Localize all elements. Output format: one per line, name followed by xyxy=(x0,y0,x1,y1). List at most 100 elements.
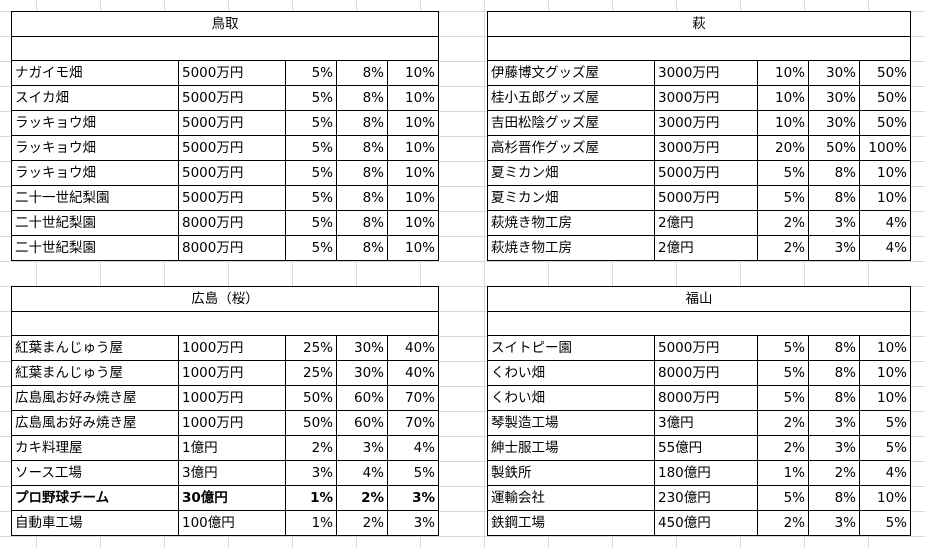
rate-1-cell[interactable]: 5% xyxy=(285,235,337,261)
rate-2-cell[interactable]: 2% xyxy=(808,460,860,486)
rate-1-cell[interactable]: 5% xyxy=(757,485,809,511)
name-cell[interactable]: 運輸会社 xyxy=(487,485,655,511)
rate-1-cell[interactable]: 50% xyxy=(285,410,337,436)
rate-1-cell[interactable]: 5% xyxy=(285,160,337,186)
rate-1-cell[interactable]: 10% xyxy=(757,60,809,86)
price-cell[interactable]: 100億円 xyxy=(178,510,286,536)
name-cell[interactable]: 夏ミカン畑 xyxy=(487,185,655,211)
rate-3-cell[interactable]: 5% xyxy=(387,460,439,486)
rate-1-cell[interactable]: 20% xyxy=(757,135,809,161)
name-cell[interactable]: ラッキョウ畑 xyxy=(11,135,179,161)
name-cell[interactable]: 桂小五郎グッズ屋 xyxy=(487,85,655,111)
rate-2-cell[interactable]: 30% xyxy=(336,360,388,386)
name-cell[interactable]: 自動車工場 xyxy=(11,510,179,536)
block-title[interactable]: 萩 xyxy=(487,11,911,37)
rate-3-cell[interactable]: 40% xyxy=(387,360,439,386)
rate-2-cell[interactable]: 3% xyxy=(808,435,860,461)
name-cell[interactable]: くわい畑 xyxy=(487,360,655,386)
rate-1-cell[interactable]: 3% xyxy=(285,460,337,486)
rate-3-cell[interactable]: 70% xyxy=(387,385,439,411)
rate-3-cell[interactable]: 100% xyxy=(859,135,911,161)
price-cell[interactable]: 1000万円 xyxy=(178,360,286,386)
name-cell[interactable]: 二十世紀梨園 xyxy=(11,210,179,236)
price-cell[interactable]: 8000万円 xyxy=(654,360,758,386)
name-cell[interactable]: 夏ミカン畑 xyxy=(487,160,655,186)
rate-2-cell[interactable]: 50% xyxy=(808,135,860,161)
rate-3-cell[interactable]: 4% xyxy=(859,235,911,261)
rate-1-cell[interactable]: 5% xyxy=(757,160,809,186)
rate-3-cell[interactable]: 10% xyxy=(387,185,439,211)
rate-3-cell[interactable]: 4% xyxy=(859,210,911,236)
price-cell[interactable]: 5000万円 xyxy=(178,160,286,186)
rate-3-cell[interactable]: 4% xyxy=(387,435,439,461)
rate-2-cell[interactable]: 30% xyxy=(808,85,860,111)
rate-2-cell[interactable]: 8% xyxy=(336,160,388,186)
rate-3-cell[interactable]: 10% xyxy=(859,360,911,386)
block-title[interactable]: 広島（桜） xyxy=(11,286,439,312)
rate-1-cell[interactable]: 2% xyxy=(757,510,809,536)
rate-1-cell[interactable]: 2% xyxy=(757,235,809,261)
rate-3-cell[interactable]: 70% xyxy=(387,410,439,436)
rate-2-cell[interactable]: 8% xyxy=(336,210,388,236)
name-cell[interactable]: 伊藤博文グッズ屋 xyxy=(487,60,655,86)
rate-2-cell[interactable]: 30% xyxy=(808,110,860,136)
name-cell[interactable]: 高杉晋作グッズ屋 xyxy=(487,135,655,161)
name-cell[interactable]: 吉田松陰グッズ屋 xyxy=(487,110,655,136)
name-cell[interactable]: スイトピー園 xyxy=(487,335,655,361)
rate-1-cell[interactable]: 25% xyxy=(285,360,337,386)
name-cell[interactable]: プロ野球チーム xyxy=(11,485,179,511)
rate-2-cell[interactable]: 3% xyxy=(808,210,860,236)
name-cell[interactable]: ソース工場 xyxy=(11,460,179,486)
rate-1-cell[interactable]: 5% xyxy=(285,60,337,86)
rate-1-cell[interactable]: 5% xyxy=(757,385,809,411)
empty-cell[interactable] xyxy=(487,36,911,61)
price-cell[interactable]: 230億円 xyxy=(654,485,758,511)
rate-2-cell[interactable]: 2% xyxy=(336,485,388,511)
rate-1-cell[interactable]: 5% xyxy=(285,185,337,211)
price-cell[interactable]: 3000万円 xyxy=(654,135,758,161)
rate-3-cell[interactable]: 5% xyxy=(859,435,911,461)
rate-3-cell[interactable]: 50% xyxy=(859,60,911,86)
rate-2-cell[interactable]: 8% xyxy=(808,185,860,211)
rate-2-cell[interactable]: 8% xyxy=(808,360,860,386)
rate-3-cell[interactable]: 50% xyxy=(859,85,911,111)
rate-3-cell[interactable]: 4% xyxy=(859,460,911,486)
price-cell[interactable]: 1000万円 xyxy=(178,410,286,436)
name-cell[interactable]: 萩焼き物工房 xyxy=(487,235,655,261)
rate-3-cell[interactable]: 10% xyxy=(859,185,911,211)
rate-3-cell[interactable]: 40% xyxy=(387,335,439,361)
rate-3-cell[interactable]: 10% xyxy=(387,135,439,161)
rate-2-cell[interactable]: 8% xyxy=(336,110,388,136)
rate-1-cell[interactable]: 1% xyxy=(285,510,337,536)
price-cell[interactable]: 1000万円 xyxy=(178,385,286,411)
rate-1-cell[interactable]: 5% xyxy=(285,85,337,111)
name-cell[interactable]: 萩焼き物工房 xyxy=(487,210,655,236)
price-cell[interactable]: 55億円 xyxy=(654,435,758,461)
rate-2-cell[interactable]: 60% xyxy=(336,410,388,436)
rate-2-cell[interactable]: 4% xyxy=(336,460,388,486)
rate-2-cell[interactable]: 8% xyxy=(808,485,860,511)
name-cell[interactable]: 紅葉まんじゅう屋 xyxy=(11,335,179,361)
rate-2-cell[interactable]: 3% xyxy=(808,510,860,536)
name-cell[interactable]: ラッキョウ畑 xyxy=(11,160,179,186)
price-cell[interactable]: 5000万円 xyxy=(654,160,758,186)
rate-2-cell[interactable]: 2% xyxy=(336,510,388,536)
rate-1-cell[interactable]: 2% xyxy=(285,435,337,461)
price-cell[interactable]: 180億円 xyxy=(654,460,758,486)
block-title[interactable]: 鳥取 xyxy=(11,11,439,37)
name-cell[interactable]: ナガイモ畑 xyxy=(11,60,179,86)
rate-1-cell[interactable]: 2% xyxy=(757,210,809,236)
rate-2-cell[interactable]: 8% xyxy=(808,335,860,361)
rate-1-cell[interactable]: 2% xyxy=(757,410,809,436)
name-cell[interactable]: 紅葉まんじゅう屋 xyxy=(11,360,179,386)
rate-2-cell[interactable]: 8% xyxy=(336,85,388,111)
rate-1-cell[interactable]: 5% xyxy=(757,335,809,361)
price-cell[interactable]: 2億円 xyxy=(654,210,758,236)
price-cell[interactable]: 5000万円 xyxy=(654,185,758,211)
rate-3-cell[interactable]: 50% xyxy=(859,110,911,136)
name-cell[interactable]: 二十世紀梨園 xyxy=(11,235,179,261)
empty-cell[interactable] xyxy=(11,311,439,336)
rate-2-cell[interactable]: 30% xyxy=(808,60,860,86)
rate-3-cell[interactable]: 10% xyxy=(859,335,911,361)
rate-3-cell[interactable]: 3% xyxy=(387,485,439,511)
